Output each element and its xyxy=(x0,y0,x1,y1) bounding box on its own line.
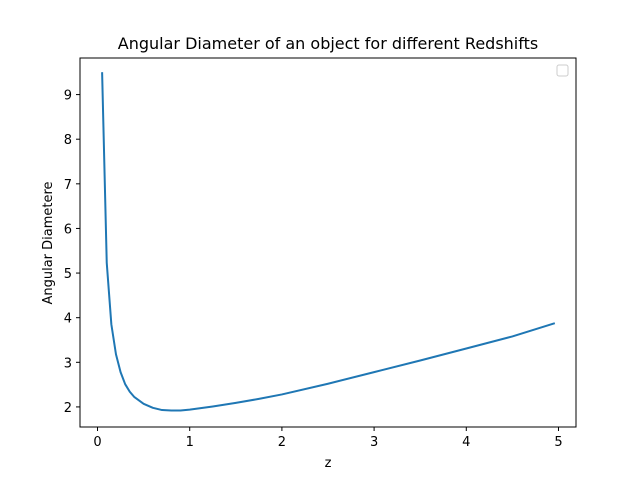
chart-title: Angular Diameter of an object for differ… xyxy=(118,34,538,53)
plot-area: 0 1 2 3 4 5 2 3 4 5 6 7 8 9 xyxy=(64,57,577,450)
axes-frame xyxy=(79,57,577,428)
y-tick-label: 2 xyxy=(64,401,72,416)
y-tick-label: 3 xyxy=(64,356,72,371)
y-tick-label: 6 xyxy=(64,222,72,237)
y-tick-label: 9 xyxy=(64,89,72,104)
x-tick-label: 3 xyxy=(370,435,378,450)
x-tick-label: 2 xyxy=(278,435,286,450)
x-tick-label: 4 xyxy=(462,435,470,450)
x-tick-label: 5 xyxy=(554,435,562,450)
x-axis-label: z xyxy=(325,456,332,471)
y-axis-label: Angular Diametere xyxy=(41,181,56,304)
y-tick-label: 5 xyxy=(64,267,72,282)
x-tick-label: 1 xyxy=(186,435,194,450)
series-line-0 xyxy=(101,72,556,412)
y-tick-label: 4 xyxy=(64,312,72,327)
legend-box xyxy=(556,64,569,77)
x-tick-label: 0 xyxy=(93,435,101,450)
y-tick-label: 8 xyxy=(64,133,72,148)
y-tick-label: 7 xyxy=(64,178,72,193)
